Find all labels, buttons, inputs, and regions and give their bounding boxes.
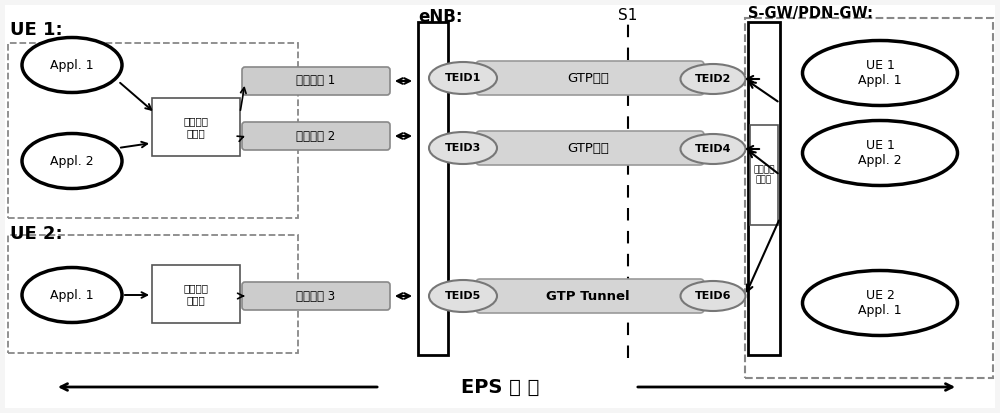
- Text: EPS 承 载: EPS 承 载: [461, 377, 539, 396]
- Text: GTP Tunnel: GTP Tunnel: [546, 290, 630, 302]
- Text: 上行业务
流模板: 上行业务 流模板: [184, 116, 208, 138]
- Text: eNB:: eNB:: [418, 8, 462, 26]
- Text: 无线承载 2: 无线承载 2: [296, 130, 336, 142]
- Text: TEID4: TEID4: [695, 144, 731, 154]
- Ellipse shape: [680, 134, 746, 164]
- Text: 下行业务
流模板: 下行业务 流模板: [753, 165, 775, 185]
- Bar: [418, 22, 448, 355]
- Text: Appl. 1: Appl. 1: [50, 289, 94, 301]
- FancyBboxPatch shape: [242, 282, 390, 310]
- Text: UE 1
Appl. 2: UE 1 Appl. 2: [858, 139, 902, 167]
- Bar: [8, 43, 298, 218]
- Bar: [745, 18, 993, 378]
- Text: GTP隧道: GTP隧道: [567, 142, 609, 154]
- Text: UE 2
Appl. 1: UE 2 Appl. 1: [858, 289, 902, 317]
- Text: TEID3: TEID3: [445, 143, 481, 153]
- FancyBboxPatch shape: [476, 131, 704, 165]
- Ellipse shape: [680, 281, 746, 311]
- Ellipse shape: [22, 38, 122, 93]
- Text: UE 1:: UE 1:: [10, 21, 63, 39]
- Text: UE 2:: UE 2:: [10, 225, 63, 243]
- Text: TEID2: TEID2: [695, 74, 731, 84]
- FancyBboxPatch shape: [476, 279, 704, 313]
- FancyBboxPatch shape: [476, 61, 704, 95]
- Text: 无线承载 3: 无线承载 3: [296, 290, 336, 302]
- Text: S1: S1: [618, 8, 638, 23]
- Bar: [152, 265, 240, 323]
- Text: TEID1: TEID1: [445, 73, 481, 83]
- Text: 上行业务
流模板: 上行业务 流模板: [184, 283, 208, 305]
- Ellipse shape: [22, 133, 122, 188]
- FancyBboxPatch shape: [242, 122, 390, 150]
- Ellipse shape: [429, 280, 497, 312]
- Text: 无线承载 1: 无线承载 1: [296, 74, 336, 88]
- Text: UE 1
Appl. 1: UE 1 Appl. 1: [858, 59, 902, 87]
- Ellipse shape: [429, 62, 497, 94]
- FancyBboxPatch shape: [242, 67, 390, 95]
- Text: Appl. 1: Appl. 1: [50, 59, 94, 71]
- Text: S-GW/PDN-GW:: S-GW/PDN-GW:: [748, 6, 873, 21]
- Ellipse shape: [680, 64, 746, 94]
- Ellipse shape: [429, 132, 497, 164]
- Ellipse shape: [802, 121, 958, 185]
- Bar: [748, 22, 780, 355]
- Bar: [152, 98, 240, 156]
- Ellipse shape: [22, 268, 122, 323]
- Ellipse shape: [802, 40, 958, 105]
- Bar: [750, 125, 778, 225]
- Ellipse shape: [802, 271, 958, 335]
- Text: TEID6: TEID6: [695, 291, 731, 301]
- Text: GTP隧道: GTP隧道: [567, 71, 609, 85]
- Text: TEID5: TEID5: [445, 291, 481, 301]
- Text: Appl. 2: Appl. 2: [50, 154, 94, 168]
- Bar: [8, 235, 298, 353]
